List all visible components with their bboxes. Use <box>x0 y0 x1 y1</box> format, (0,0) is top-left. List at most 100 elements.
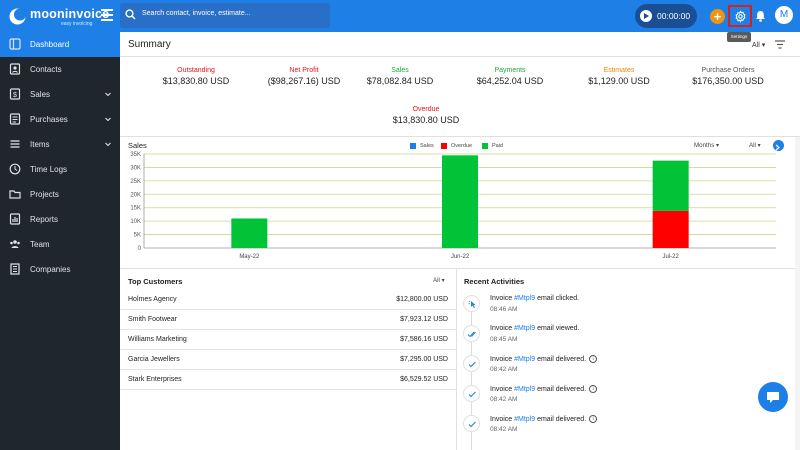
customer-name: Holmes Agency <box>128 296 177 303</box>
customer-amount: $6,529.52 USD <box>400 376 448 383</box>
invoice-link[interactable]: #Mtpl9 <box>514 325 536 332</box>
sidebar-item-label: Sales <box>30 90 51 99</box>
invoice-link[interactable]: #Mtpl9 <box>514 415 536 423</box>
legend-item-sales[interactable]: Sales <box>410 143 434 149</box>
legend-item-paid[interactable]: Paid <box>482 143 503 149</box>
legend-swatch <box>410 143 416 149</box>
stat-purchase-orders[interactable]: Purchase Orders $176,350.00 USD <box>673 67 783 86</box>
customer-row[interactable]: Stark Enterprises $6,529.52 USD <box>120 370 456 390</box>
activity-text: Invoice #Mtpl9 email viewed. <box>490 325 580 332</box>
customers-filter-dropdown[interactable]: All ▾ <box>433 277 445 284</box>
chevron-down-icon[interactable] <box>104 140 112 148</box>
x-tick-label: Jun-22 <box>451 254 470 260</box>
stat-estimates[interactable]: Estimates $1,129.00 USD <box>564 67 674 86</box>
invoice-link[interactable]: #Mtpl9 <box>514 295 536 302</box>
chart-title: Sales <box>128 141 147 150</box>
summary-filter-dropdown[interactable]: All ▾ <box>752 42 766 49</box>
sidebar-item-items[interactable]: Items <box>0 132 120 157</box>
activity-item[interactable]: Invoice #Mtpl9 email delivered. i 08:42 AM <box>463 415 793 445</box>
divider <box>120 136 800 137</box>
legend-swatch <box>441 143 447 149</box>
menu-toggle-icon[interactable] <box>101 9 115 21</box>
period-dropdown[interactable]: Months ▾ <box>694 142 720 149</box>
dashboard-icon <box>9 38 21 50</box>
user-avatar[interactable]: M <box>775 6 793 24</box>
sidebar-item-time-logs[interactable]: Time Logs <box>0 157 120 182</box>
items-icon <box>10 140 20 148</box>
sidebar-item-projects[interactable]: Projects <box>0 182 120 207</box>
customer-row[interactable]: Garcia Jewellers $7,295.00 USD <box>120 350 456 370</box>
chart-options-button[interactable] <box>773 140 784 151</box>
add-new-button[interactable]: + <box>710 9 725 24</box>
stat-sales[interactable]: Sales $78,082.84 USD <box>345 67 455 86</box>
info-icon[interactable]: i <box>589 355 598 363</box>
bar-paid-may-22[interactable] <box>231 218 268 248</box>
activity-item[interactable]: Invoice #Mtpl9 email delivered. i 08:42 AM <box>463 355 793 385</box>
chevron-down-icon[interactable] <box>104 90 112 98</box>
chart-toggle-icon <box>775 144 780 151</box>
chart-canvas: 35K 30K 25K 20K 15K 10K 5K 0 May-22 Jun-22 Jul-22 <box>130 152 776 260</box>
stat-overdue[interactable]: Overdue $13,830.80 USD <box>371 106 481 125</box>
stat-value: $13,830.80 USD <box>162 76 230 86</box>
bar-overdue-jul-22[interactable] <box>652 210 689 248</box>
bar-paid-jun-22[interactable] <box>442 155 478 248</box>
info-icon[interactable]: i <box>589 385 598 393</box>
search-input[interactable]: Search contact, invoice, estimate... <box>120 3 330 28</box>
sidebar-item-dashboard[interactable]: Dashboard <box>0 32 120 57</box>
activity-marker <box>463 385 480 402</box>
legend-item-overdue[interactable]: Overdue <box>441 143 472 149</box>
customer-row[interactable]: Williams Marketing $7,586.16 USD <box>120 330 456 350</box>
stat-payments[interactable]: Payments $64,252.04 USD <box>455 67 565 86</box>
customer-name: Garcia Jewellers <box>128 356 180 363</box>
customer-amount: $7,923.12 USD <box>400 316 448 323</box>
bar-paid-jul-22[interactable] <box>652 160 689 211</box>
stat-label: Purchase Orders <box>701 67 755 74</box>
sidebar-item-reports[interactable]: Reports <box>0 207 120 232</box>
activity-suffix: email viewed. <box>535 325 580 332</box>
chart-filter-value: All <box>749 142 756 149</box>
filter-icon[interactable] <box>775 40 785 49</box>
activity-text: Invoice #Mtpl9 email delivered. i <box>490 385 598 393</box>
app-logo[interactable]: mooninvoice easy invoicing <box>9 5 109 27</box>
activity-prefix: Invoice <box>490 295 515 302</box>
activity-time: 08:42 AM <box>490 426 518 433</box>
chevron-down-icon[interactable] <box>104 115 112 123</box>
play-icon[interactable] <box>640 10 652 22</box>
summary-header: Summary All ▾ <box>120 32 800 57</box>
sales-chart: Sales Sales Overdue Paid Months ▾ All ▾ 35… <box>120 137 800 267</box>
timer-widget[interactable]: 00:00:00 <box>635 4 697 28</box>
sidebar-item-sales[interactable]: $ Sales <box>0 82 120 107</box>
stat-label: Payments <box>494 67 526 74</box>
gear-icon <box>735 10 746 23</box>
bell-icon[interactable] <box>755 10 766 22</box>
invoice-link[interactable]: #Mtpl9 <box>514 385 536 393</box>
chat-button[interactable] <box>758 382 788 412</box>
sidebar-item-contacts[interactable]: Contacts <box>0 57 120 82</box>
scrollbar[interactable] <box>795 137 800 450</box>
period-value: Months <box>694 142 715 149</box>
y-tick-label: 30K <box>130 165 141 171</box>
stat-net-profit[interactable]: Net Profit ($98,267.16) USD <box>249 67 359 86</box>
chart-filter-dropdown[interactable]: All ▾ <box>749 142 761 149</box>
activity-item[interactable]: Invoice #Mtpl9 email viewed. 08:45 AM <box>463 325 793 355</box>
sidebar-item-label: Reports <box>30 215 59 224</box>
sidebar-item-label: Time Logs <box>30 165 68 174</box>
stat-outstanding[interactable]: Outstanding $13,830.80 USD <box>141 67 251 86</box>
customer-amount: $7,295.00 USD <box>400 356 448 363</box>
chat-icon <box>767 392 779 403</box>
sidebar-item-team[interactable]: Team <box>0 232 120 257</box>
sidebar-item-companies[interactable]: Companies <box>0 257 120 282</box>
sidebar-item-purchases[interactable]: Purchases <box>0 107 120 132</box>
customer-row[interactable]: Smith Footwear $7,923.12 USD <box>120 310 456 330</box>
activity-item[interactable]: Invoice #Mtpl9 email clicked. 08:46 AM <box>463 295 793 325</box>
customer-name: Smith Footwear <box>128 316 178 323</box>
reports-icon <box>9 213 21 225</box>
activity-marker <box>463 295 480 312</box>
customer-row[interactable]: Holmes Agency $12,800.00 USD <box>120 290 456 310</box>
activity-item[interactable]: Invoice #Mtpl9 email delivered. i 08:42 AM <box>463 385 793 415</box>
sidebar-item-label: Projects <box>30 190 59 199</box>
info-icon[interactable]: i <box>589 415 598 423</box>
invoice-link[interactable]: #Mtpl9 <box>514 355 536 363</box>
settings-button[interactable] <box>728 5 752 27</box>
